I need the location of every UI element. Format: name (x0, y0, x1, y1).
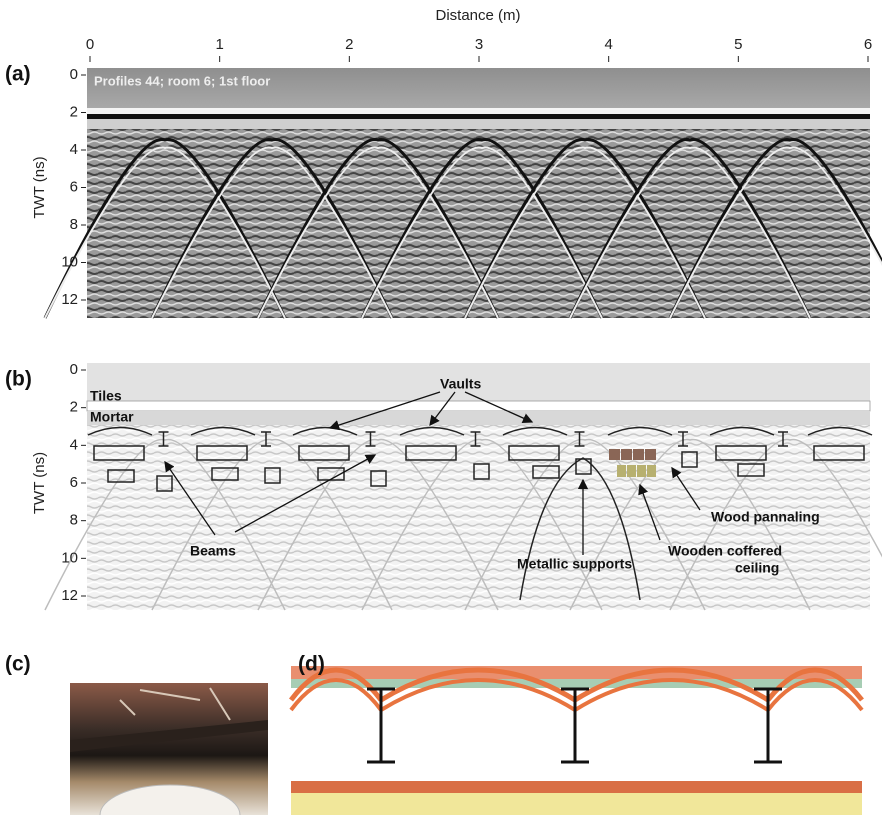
y-axis-title: TWT (ns) (31, 156, 48, 218)
y-tick-label: 0 (70, 361, 78, 378)
panel-label: (d) (298, 653, 325, 676)
x-tick-label: 0 (86, 36, 94, 53)
annotation: Wooden coffered (668, 543, 782, 559)
figure: Distance (m) Profiles 44; room 6; 1st fl… (0, 0, 882, 815)
coffer (633, 449, 644, 460)
structure-drawing (291, 666, 862, 815)
y-tick-label: 12 (61, 587, 78, 604)
y-tick-label: 0 (70, 66, 78, 83)
y-tick-label: 6 (70, 178, 78, 195)
y-tick-label: 4 (70, 141, 78, 158)
y-tick-label: 4 (70, 436, 78, 453)
x-tick-label: 4 (604, 36, 612, 53)
radargram-a (45, 68, 882, 318)
panel-label: (c) (5, 653, 31, 676)
profile-caption: Profiles 44; room 6; 1st floor (94, 73, 270, 88)
annotation: Mortar (90, 409, 134, 425)
y-tick-label: 8 (70, 216, 78, 233)
annotation: ceiling (735, 560, 779, 576)
x-tick-label: 3 (475, 36, 483, 53)
x-tick-label: 5 (734, 36, 742, 53)
coffer (645, 449, 656, 460)
y-tick-label: 10 (61, 549, 78, 566)
annotation: Tiles (90, 388, 122, 404)
annotation: Metallic supports (517, 556, 632, 572)
coffer (637, 465, 646, 477)
annotation: Beams (190, 543, 236, 559)
panel-label: (b) (5, 368, 32, 391)
panel-label: (a) (5, 63, 31, 86)
y-axis-title: TWT (ns) (31, 452, 48, 514)
x-axis-title: Distance (m) (435, 7, 520, 24)
y-tick-label: 12 (61, 291, 78, 308)
y-tick-label: 2 (70, 103, 78, 120)
x-tick-label: 2 (345, 36, 353, 53)
coffer (621, 449, 632, 460)
photo (70, 683, 268, 815)
y-tick-label: 10 (61, 253, 78, 270)
y-tick-label: 6 (70, 474, 78, 491)
y-tick-label: 8 (70, 512, 78, 529)
coffer (617, 465, 626, 477)
coffer (609, 449, 620, 460)
coffer (647, 465, 656, 477)
y-tick-label: 2 (70, 399, 78, 416)
coffer (627, 465, 636, 477)
x-tick-label: 6 (864, 36, 872, 53)
annotation: Wood pannaling (711, 509, 820, 525)
i-beam (561, 689, 589, 762)
annotation: Vaults (440, 376, 481, 392)
x-tick-label: 1 (215, 36, 223, 53)
